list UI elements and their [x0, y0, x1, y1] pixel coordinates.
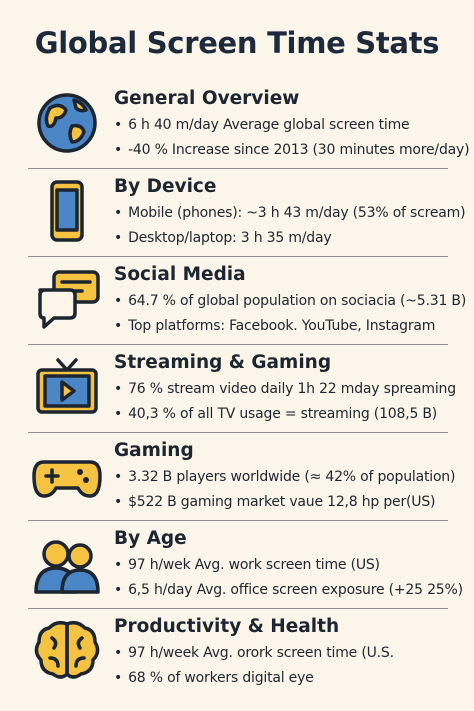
- bullet: 97 h/wek Avg. work screen time (US): [114, 557, 380, 573]
- section-heading: By Device: [114, 176, 217, 197]
- bullet: 64.7 % of global population on sociacia …: [114, 293, 466, 309]
- bullet: Desktop/laptop: 3 h 35 m/day: [114, 230, 332, 246]
- separator: [28, 432, 448, 433]
- bullet: 76 % stream video daily 1h 22 mday sprea…: [114, 381, 456, 397]
- section: Productivity & Health 97 h/week Avg. oror…: [28, 612, 448, 698]
- section: By Device Mobile (phones): ~3 h 43 m/day …: [28, 172, 466, 258]
- bullet: -40 % Increase since 2013 (30 minutes mo…: [114, 142, 470, 158]
- section-icon: [36, 358, 98, 414]
- bullet: 68 % of workers digital eye: [114, 670, 314, 686]
- section: Gaming 3.32 B players worldwide (≈ 42% of…: [28, 436, 455, 522]
- separator: [28, 168, 448, 169]
- bullet: 97 h/week Avg. orork screen time (U.S.: [114, 645, 394, 661]
- separator: [28, 520, 448, 521]
- section: By Age 97 h/wek Avg. work screen time (US…: [28, 524, 463, 610]
- separator: [28, 608, 448, 609]
- section-icon: [37, 93, 97, 153]
- bullet: 6,5 h/day Avg. office screen exposure (+…: [114, 582, 463, 598]
- bullet: 6 h 40 m/day Average global screen time: [114, 117, 410, 133]
- section-heading: Social Media: [114, 264, 246, 285]
- section-icon: [34, 620, 100, 679]
- section-heading: Gaming: [114, 440, 194, 461]
- section: General Overview 6 h 40 m/day Average glo…: [28, 84, 470, 170]
- separator: [28, 344, 448, 345]
- section-heading: Productivity & Health: [114, 616, 340, 637]
- section-heading: General Overview: [114, 88, 300, 109]
- section: Streaming & Gaming 76 % stream video dail…: [28, 348, 456, 434]
- bullet: Top platforms: Facebook. YouTube, Instag…: [114, 318, 435, 334]
- bullet: $522 B gaming market vaue 12,8 hp per(US…: [114, 494, 435, 510]
- section-heading: By Age: [114, 528, 187, 549]
- section-icon: [38, 270, 100, 329]
- page-title: Global Screen Time Stats: [34, 26, 440, 60]
- section-icon: [34, 540, 100, 594]
- separator: [28, 256, 448, 257]
- section-heading: Streaming & Gaming: [114, 352, 332, 373]
- section-icon: [50, 180, 84, 242]
- bullet: 3.32 B players worldwide (≈ 42% of popul…: [114, 469, 455, 485]
- bullet: 40,3 % of all TV usage = streaming (108,…: [114, 406, 437, 422]
- section: Social Media 64.7 % of global population …: [28, 260, 466, 346]
- bullet: Mobile (phones): ~3 h 43 m/day (53% of s…: [114, 205, 466, 221]
- section-icon: [32, 460, 102, 498]
